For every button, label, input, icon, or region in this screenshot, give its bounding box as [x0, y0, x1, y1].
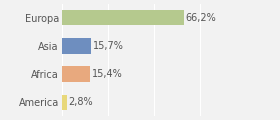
- Text: 2,8%: 2,8%: [69, 97, 93, 107]
- Bar: [62, 95, 67, 110]
- Text: 15,4%: 15,4%: [92, 69, 123, 79]
- Text: 66,2%: 66,2%: [186, 13, 216, 23]
- Bar: [62, 38, 91, 54]
- Bar: [62, 66, 90, 82]
- Bar: [62, 10, 184, 25]
- Text: 15,7%: 15,7%: [92, 41, 123, 51]
